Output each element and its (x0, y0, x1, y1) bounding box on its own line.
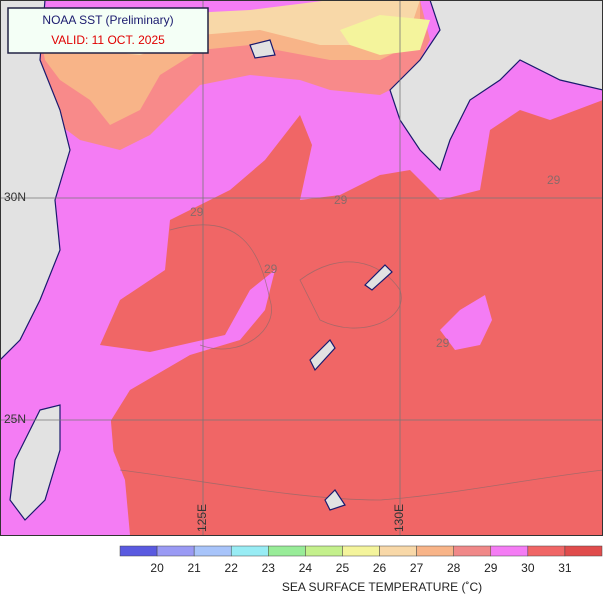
lat-label: 25N (4, 412, 26, 426)
colorbar-tick-label: 20 (150, 561, 164, 575)
lon-label: 130E (392, 504, 406, 532)
title: NOAA SST (Preliminary) (42, 13, 173, 27)
land-island (364, 264, 393, 291)
colorbar-swatch (416, 545, 454, 557)
colorbar-tick-label: 21 (187, 561, 201, 575)
contour-label: 29 (547, 173, 561, 187)
contour-label: 29 (190, 205, 204, 219)
colorbar-swatch (156, 545, 195, 557)
colorbar-swatch (564, 545, 603, 557)
colorbar-tick-label: 23 (262, 561, 276, 575)
land-jeju (249, 39, 276, 59)
colorbar-swatch (193, 545, 232, 557)
sea-29-patch (440, 295, 492, 350)
title-frame (7, 7, 209, 54)
contour-label: 29 (334, 193, 348, 207)
colorbar-swatch (490, 545, 529, 557)
colorbar-swatch (527, 545, 566, 557)
valid-date: VALID: 11 OCT. 2025 (51, 33, 165, 47)
lat-label: 30N (4, 190, 26, 204)
land-island (324, 489, 346, 511)
colorbar-swatch (119, 545, 158, 557)
contour-label: 29 (436, 336, 450, 350)
colorbar-tick-label: 31 (558, 561, 572, 575)
sea-29-strip (60, 410, 120, 535)
colorbar-tick-label: 24 (299, 561, 313, 575)
colorbar-tick-label: 26 (373, 561, 387, 575)
colorbar-tick-label: 27 (410, 561, 424, 575)
colorbar: SEA SURFACE TEMPERATURE (˚C) 20 21 22 23 24 2… (119, 545, 603, 594)
sea-25 (340, 15, 430, 55)
colorbar-tick-label: 30 (521, 561, 535, 575)
colorbar-tick-label: 22 (225, 561, 239, 575)
colorbar-tick-label: 28 (447, 561, 461, 575)
contour (169, 224, 272, 350)
map: 30N 25N 125E 130E 29 29 29 29 29 (0, 0, 603, 536)
colorbar-tick-label: 25 (336, 561, 350, 575)
contour-label: 29 (264, 262, 278, 276)
colorbar-swatch (268, 545, 306, 557)
title-box: NOAA SST (Preliminary) VALID: 11 OCT. 20… (7, 7, 209, 54)
sea-30 (100, 100, 603, 535)
colorbar-swatch (379, 545, 417, 557)
colorbar-swatch (305, 545, 343, 557)
land-island (309, 339, 336, 372)
land-taiwan (9, 404, 61, 521)
colorbar-swatch (230, 545, 269, 557)
land-japan (389, 0, 603, 172)
colorbar-tick-label: 29 (484, 561, 498, 575)
contour (119, 469, 603, 501)
colorbar-swatch (453, 545, 492, 557)
lon-label: 125E (195, 504, 209, 532)
colorbar-title: SEA SURFACE TEMPERATURE (˚C) (282, 580, 482, 594)
colorbar-swatch (342, 545, 380, 557)
